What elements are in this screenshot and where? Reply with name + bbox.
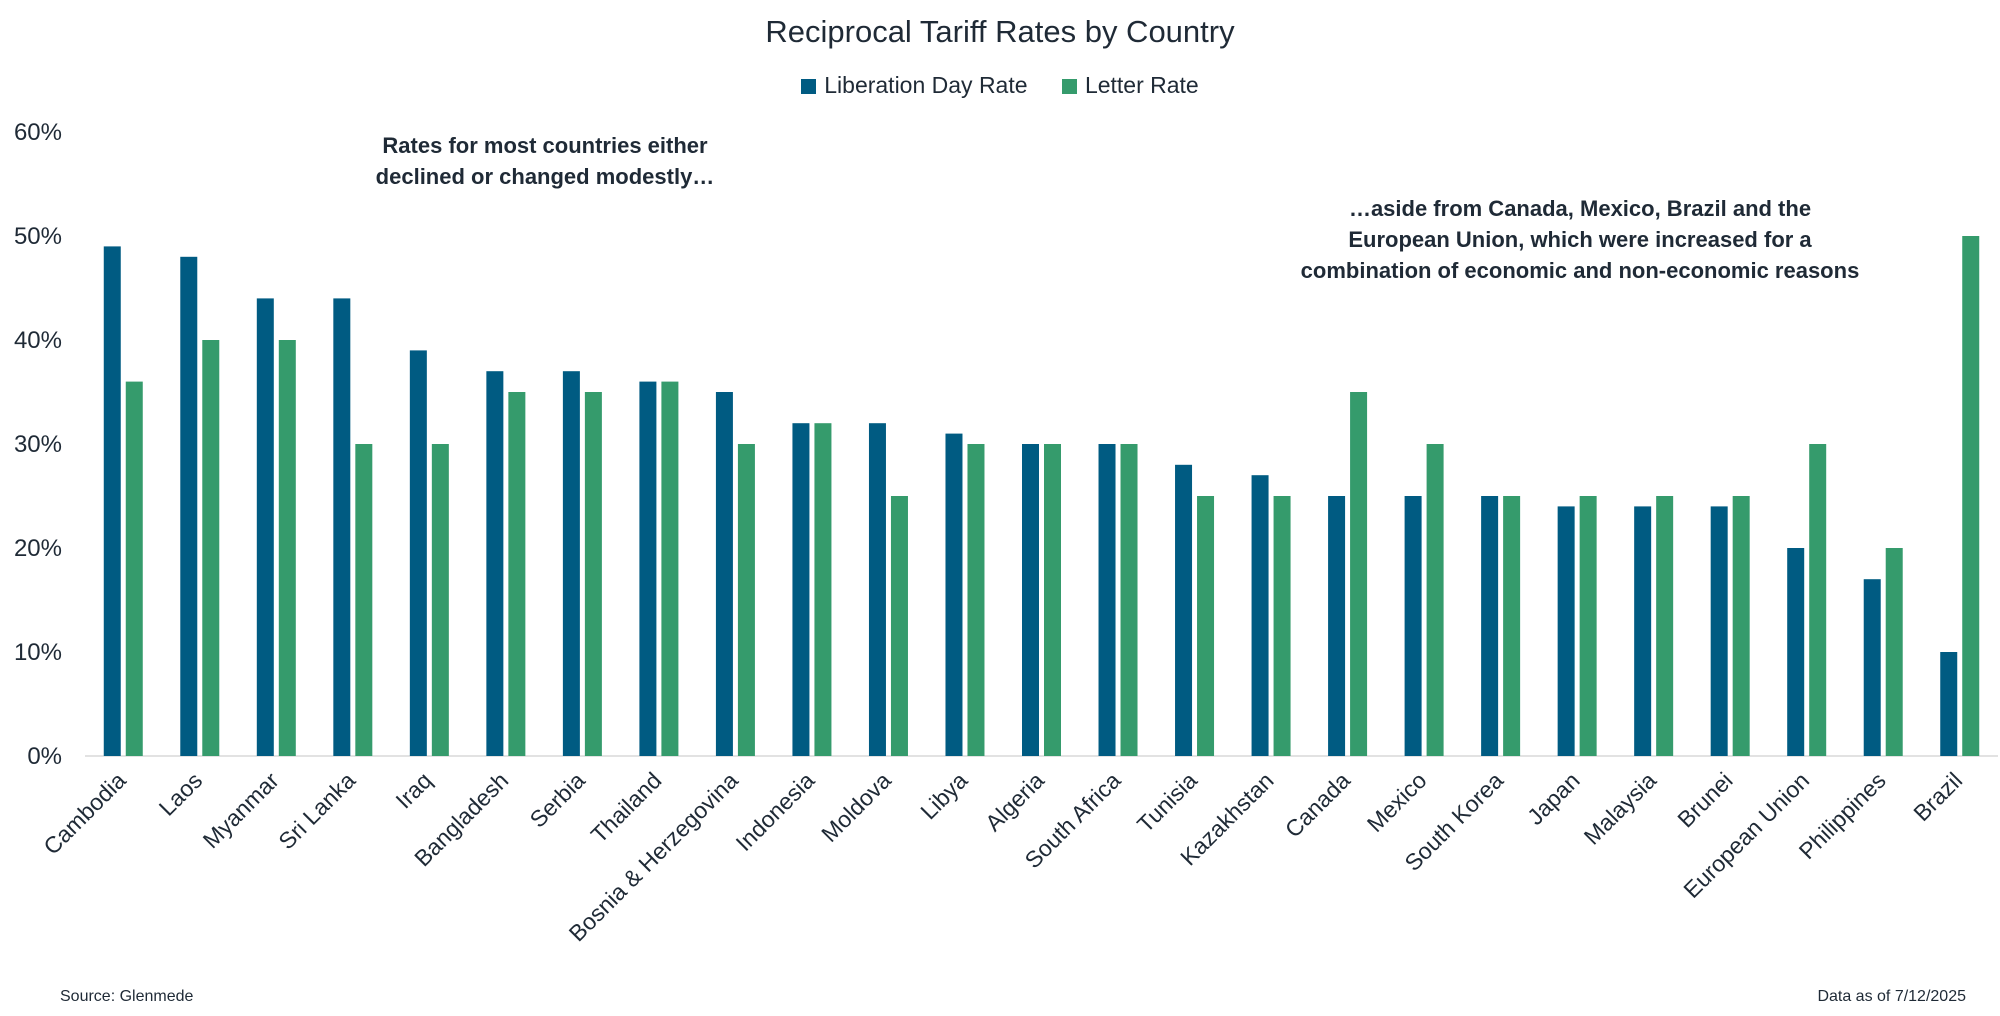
x-tick-label: Laos (154, 767, 208, 821)
bar-letter-rate (967, 444, 985, 756)
x-tick-label: Iraq (390, 767, 436, 813)
x-tick-label: Libya (915, 767, 972, 824)
bar-letter-rate (1120, 444, 1138, 756)
bar-letter-rate (1732, 496, 1750, 756)
annotation-right: …aside from Canada, Mexico, Brazil and t… (1300, 196, 1860, 283)
legend-label-letter-rate: Letter Rate (1084, 72, 1199, 98)
bar-letter-rate (1197, 496, 1215, 756)
bar-liberation-day (1404, 496, 1422, 756)
bar-letter-rate (1350, 392, 1368, 756)
x-tick-label: Brazil (1908, 767, 1967, 826)
x-tick-label: Japan (1522, 767, 1585, 830)
bar-liberation-day (1787, 548, 1805, 756)
bar-letter-rate (1962, 236, 1980, 756)
y-tick-label: 40% (14, 327, 62, 354)
y-tick-label: 60% (14, 119, 62, 146)
bar-letter-rate (661, 381, 679, 756)
x-tick-label: Cambodia (38, 767, 131, 860)
bar-letter-rate (431, 444, 449, 756)
x-tick-label: Serbia (525, 767, 591, 833)
chart-title: Reciprocal Tariff Rates by Country (765, 14, 1235, 49)
y-tick-label: 10% (14, 639, 62, 666)
bar-liberation-day (1175, 464, 1193, 756)
x-tick-label: Thailand (586, 767, 667, 848)
legend-item-letter-rate: Letter Rate (1061, 72, 1199, 99)
y-tick-label: 0% (27, 743, 62, 770)
x-tick-label: Canada (1280, 767, 1356, 843)
legend-swatch-letter-rate (1061, 79, 1077, 94)
bar-liberation-day (1863, 579, 1881, 756)
bar-liberation-day (1634, 506, 1652, 756)
bar-letter-rate (1656, 496, 1674, 756)
bar-letter-rate (737, 444, 755, 756)
bar-liberation-day (1940, 652, 1958, 756)
y-tick-label: 30% (14, 431, 62, 458)
bar-liberation-day (562, 371, 580, 756)
bar-liberation-day (103, 246, 121, 756)
legend-label-liberation-day: Liberation Day Rate (824, 72, 1028, 98)
bar-liberation-day (639, 381, 657, 756)
x-tick-label: Brunei (1672, 767, 1737, 832)
bar-liberation-day (1481, 496, 1499, 756)
x-tick-label: Tunisia (1132, 767, 1202, 837)
source-note: Source: Glenmede (60, 988, 194, 1005)
bar-letter-rate (1809, 444, 1827, 756)
annotation-left: Rates for most countries either declined… (375, 133, 715, 189)
bar-letter-rate (584, 392, 602, 756)
y-tick-label: 20% (14, 535, 62, 562)
y-tick-label: 50% (14, 223, 62, 250)
bar-liberation-day (256, 298, 274, 756)
bar-letter-rate (890, 496, 908, 756)
bar-letter-rate (1273, 496, 1291, 756)
bar-liberation-day (409, 350, 427, 756)
bar-liberation-day (1251, 475, 1269, 756)
bar-liberation-day (1710, 506, 1728, 756)
data-date-note: Data as of 7/12/2025 (1817, 988, 1966, 1005)
bar-letter-rate (1044, 444, 1061, 756)
bar-liberation-day (333, 298, 351, 756)
bar-letter-rate (1503, 496, 1521, 756)
legend-swatch-liberation-day (801, 79, 817, 94)
x-tick-label: Mexico (1362, 767, 1432, 837)
bar-letter-rate (1426, 444, 1444, 756)
x-tick-label: Algeria (980, 767, 1049, 836)
bar-liberation-day (792, 423, 810, 756)
bar-letter-rate (125, 381, 143, 756)
bar-letter-rate (202, 340, 220, 756)
bar-letter-rate (1579, 496, 1597, 756)
x-tick-label: Indonesia (731, 767, 820, 856)
bar-liberation-day (715, 392, 733, 756)
x-tick-label: Sri Lanka (273, 767, 360, 854)
bar-liberation-day (868, 423, 886, 756)
bar-liberation-day (180, 256, 198, 756)
bar-liberation-day (1098, 444, 1116, 756)
bar-liberation-day (1022, 444, 1039, 756)
legend-item-liberation-day: Liberation Day Rate (801, 72, 1028, 99)
bar-liberation-day (945, 433, 963, 756)
bar-letter-rate (814, 423, 832, 756)
bar-letter-rate (1885, 548, 1903, 756)
chart-legend: Liberation Day Rate Letter Rate (0, 72, 2000, 99)
bar-liberation-day (1557, 506, 1575, 756)
x-tick-label: Myanmar (198, 767, 284, 853)
bar-letter-rate (355, 444, 373, 756)
bar-liberation-day (1328, 496, 1346, 756)
x-tick-label: Moldova (816, 767, 896, 847)
bar-letter-rate (508, 392, 526, 756)
bar-liberation-day (486, 371, 504, 756)
x-tick-label: Malaysia (1579, 767, 1662, 850)
bar-letter-rate (278, 340, 296, 756)
